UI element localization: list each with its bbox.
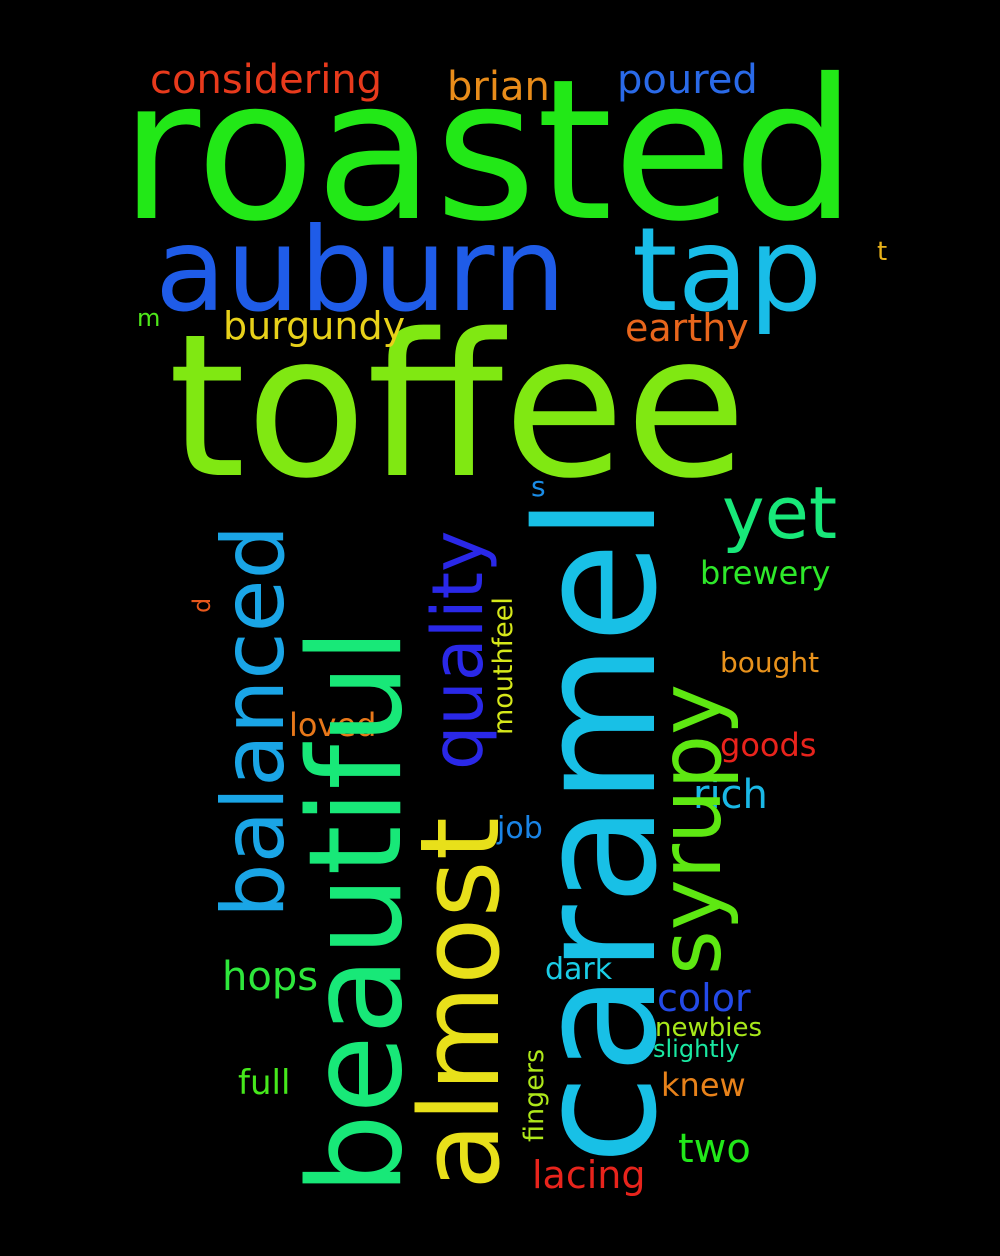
word-quality: quality (417, 531, 499, 770)
word-t: t (877, 237, 887, 267)
word-roasted: roasted (120, 37, 857, 264)
word-rich: rich (693, 772, 768, 818)
word-brian: brian (447, 64, 550, 110)
word-mouthfeel: mouthfeel (488, 597, 519, 735)
word-burgundy: burgundy (223, 304, 405, 348)
word-full: full (238, 1063, 290, 1103)
word-goods: goods (720, 726, 816, 764)
word-caramel: caramel (501, 496, 693, 1165)
word-m: m (137, 304, 160, 332)
word-knew: knew (661, 1066, 746, 1104)
word-fingers: fingers (519, 1049, 550, 1142)
word-job: job (496, 811, 543, 846)
word-two: two (678, 1126, 751, 1172)
word-s: s (531, 470, 546, 503)
word-brewery: brewery (700, 554, 830, 592)
word-balanced: balanced (204, 525, 304, 918)
word-hops: hops (222, 954, 318, 1000)
word-loved: loved (289, 706, 376, 744)
word-color: color (657, 976, 751, 1020)
word-dark: dark (545, 952, 613, 987)
word-syrupy: syrupy (641, 684, 741, 975)
word-newbies: newbies (655, 1013, 762, 1043)
word-bought: bought (720, 646, 819, 679)
word-d: d (188, 598, 216, 613)
word-toffee: toffee (168, 291, 747, 522)
word-auburn: auburn (155, 203, 566, 338)
word-poured: poured (617, 57, 758, 103)
word-beautiful: beautiful (282, 628, 431, 1195)
word-lacing: lacing (532, 1153, 646, 1197)
word-considering: considering (150, 57, 382, 103)
word-tap: tap (632, 203, 822, 338)
word-almost: almost (396, 817, 524, 1190)
word-yet: yet (722, 471, 837, 555)
word-slightly: slightly (653, 1035, 740, 1063)
word-earthy: earthy (625, 306, 749, 350)
